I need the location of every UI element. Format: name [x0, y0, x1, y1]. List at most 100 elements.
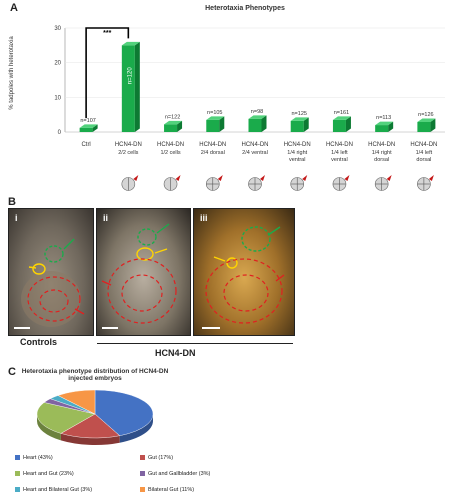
legend-swatch [15, 455, 20, 461]
hcn4-group-label: HCN4-DN [155, 348, 196, 358]
bar-top [332, 116, 351, 120]
n-label: n=120 [127, 67, 133, 85]
chart-title: Heterotaxia Phenotypes [205, 5, 285, 12]
bar-front [121, 45, 135, 133]
x-tick-label: HCN4-DN [368, 142, 395, 148]
bar-front [206, 119, 220, 132]
scale-bar [102, 327, 118, 329]
x-tick-sublabel: 1/4 right [372, 150, 392, 156]
legend-swatch [140, 455, 145, 461]
injection-arrow [217, 175, 223, 181]
injection-arrow [175, 175, 181, 181]
legend-item: Heart and Gut (23%) [15, 471, 74, 477]
y-tick-label: 20 [54, 61, 61, 67]
panel-b-letter: B [8, 196, 16, 208]
scale-bar [14, 327, 30, 329]
bar [290, 117, 309, 132]
x-tick-label: HCN4-DN [115, 142, 142, 148]
n-label: n=113 [376, 115, 391, 121]
pie-chart-svg [36, 389, 154, 445]
bar [121, 41, 140, 133]
x-tick-sublabel: 1/4 left [331, 150, 348, 156]
x-tick-sublabel: 2/4 ventral [242, 150, 268, 156]
y-tick-label: 0 [58, 130, 62, 136]
x-tick-label: HCN4-DN [410, 142, 437, 148]
bar-side [92, 124, 98, 132]
x-tick-sublabel: ventral [331, 157, 348, 163]
significance-stars: *** [103, 30, 111, 37]
bar-front [290, 120, 304, 132]
bar-top [375, 121, 394, 126]
legend-item: Heart (43%) [15, 455, 53, 461]
photo-label-i: i [15, 213, 18, 223]
controls-label: Controls [20, 337, 57, 347]
bar-front [79, 127, 93, 132]
x-tick-sublabel: dorsal [416, 157, 431, 163]
n-label: n=125 [291, 111, 306, 117]
bar-side [134, 41, 140, 133]
panel-c-letter: C [8, 366, 16, 378]
injection-arrow [428, 175, 434, 181]
pie-slice [36, 402, 96, 434]
n-label: n=122 [165, 114, 180, 120]
pie-slice-side [119, 414, 153, 443]
x-tick-label: HCN4-DN [199, 142, 226, 148]
bar [164, 120, 183, 132]
bar-chart-svg: 0 10 20 30 n=107 Ctrl n=120 HCN4-DN 2/2 cells n=1… [54, 26, 445, 191]
x-tick-label: Ctrl [81, 142, 90, 148]
legend-label: Heart (43%) [23, 455, 53, 461]
legend-label: Heart and Gut (23%) [23, 471, 74, 477]
photo-hcn4-ii: ii [96, 208, 191, 336]
scale-bar [202, 327, 220, 329]
photo-label-iii: iii [200, 213, 208, 223]
pie-slice [57, 389, 96, 415]
bar [332, 116, 351, 132]
legend-label: Bilateral Gut (11%) [148, 487, 195, 493]
bar-side [303, 117, 309, 132]
bar-top [121, 41, 140, 46]
legend-swatch [15, 487, 20, 493]
bar-side [388, 121, 394, 132]
x-tick-sublabel: 1/4 left [416, 150, 433, 156]
x-tick-sublabel: 1/4 right [287, 150, 307, 156]
bar-front [332, 119, 346, 132]
n-label: n=126 [418, 112, 433, 118]
x-tick-label: HCN4-DN [242, 142, 269, 148]
x-tick-sublabel: 1/2 cells [160, 150, 180, 156]
panel-a-letter: A [10, 2, 18, 14]
bar [206, 116, 225, 132]
pie-slice-side [60, 433, 120, 445]
bar-front [375, 125, 389, 132]
bar-front [248, 118, 262, 132]
bar-side [345, 116, 351, 132]
x-tick-sublabel: ventral [289, 157, 306, 163]
bar-side [219, 116, 225, 132]
y-tick-label: 10 [54, 95, 61, 101]
legend-swatch [15, 471, 20, 477]
bar-top [417, 118, 436, 122]
bar [248, 115, 267, 132]
n-label: n=98 [251, 109, 263, 115]
n-label: n=107 [80, 118, 95, 124]
x-tick-sublabel: 2/2 cells [118, 150, 138, 156]
y-tick-label: 30 [54, 26, 61, 32]
bar-side [177, 120, 183, 132]
legend-swatch [140, 487, 145, 493]
x-tick-label: HCN4-DN [157, 142, 184, 148]
bar [375, 121, 394, 132]
photo-label-ii: ii [103, 213, 109, 223]
legend-item: Bilateral Gut (11%) [140, 487, 194, 493]
photo-hcn4-iii: iii [193, 208, 295, 336]
injection-arrow [386, 175, 392, 181]
bar [79, 124, 98, 132]
injection-arrow [133, 175, 139, 181]
significance-bracket [85, 27, 130, 119]
legend-label: Gut and Gallbladder (3%) [148, 471, 211, 477]
bar-top [206, 116, 225, 120]
legend-label: Gut (17%) [148, 455, 174, 461]
photo-control: i [8, 208, 94, 336]
bar-side [430, 118, 436, 132]
x-tick-sublabel: dorsal [374, 157, 389, 163]
legend-label: Heart and Bilateral Gut (3%) [23, 487, 93, 493]
injection-arrow [302, 175, 308, 181]
